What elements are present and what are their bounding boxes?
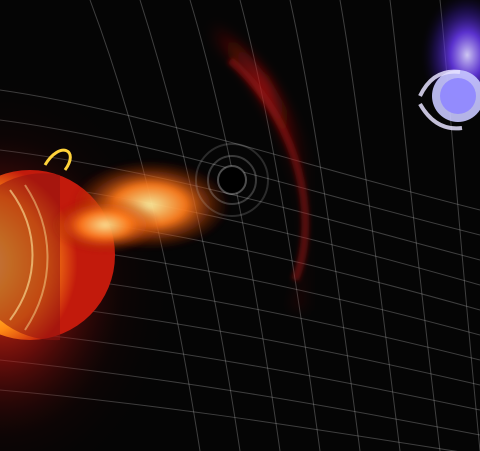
coronal-mass-ejection-icon bbox=[205, 23, 318, 313]
sun-cutaway-icon bbox=[0, 148, 115, 341]
earth-icon bbox=[418, 69, 480, 131]
solar-flare-icon bbox=[50, 143, 269, 253]
